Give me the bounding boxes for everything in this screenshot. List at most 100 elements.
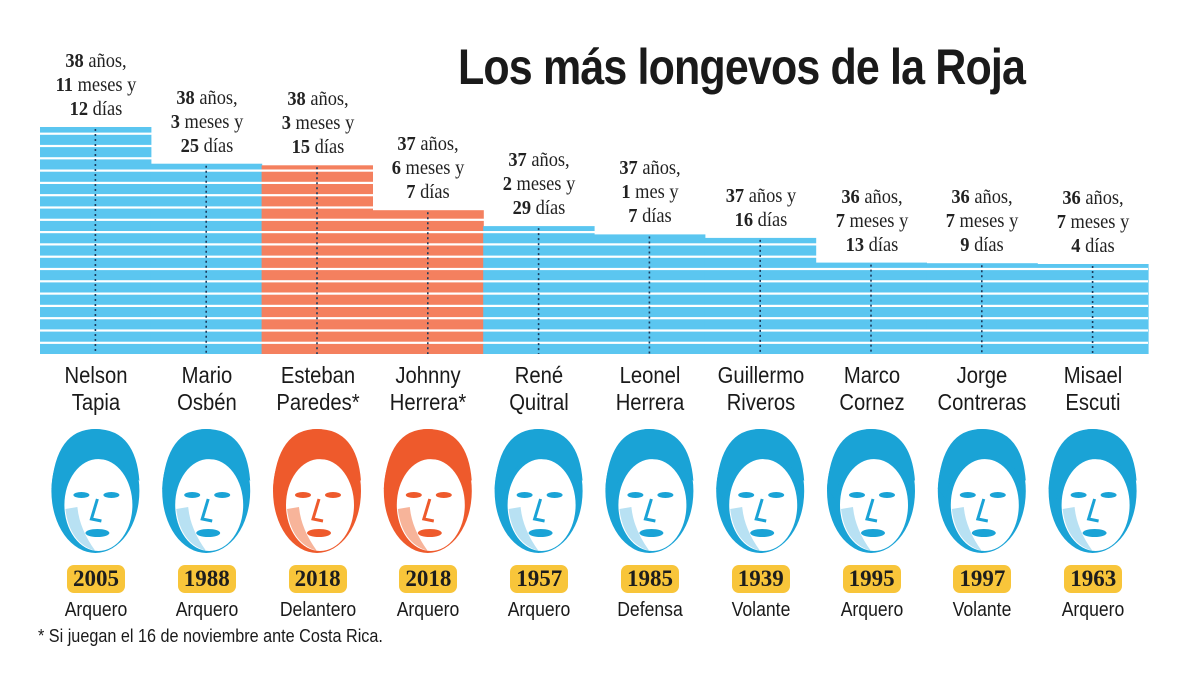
year-badge-text: 1997 <box>953 565 1012 593</box>
year-badge-text: 1988 <box>177 565 236 593</box>
age-number: 7 <box>835 209 845 232</box>
age-label-line: 1 mes y <box>598 180 701 204</box>
age-label-line: 7 meses y <box>1042 210 1145 234</box>
age-number: 37 <box>508 149 527 172</box>
age-number: 29 <box>512 197 532 220</box>
age-unit: días <box>415 181 451 204</box>
age-unit: meses y <box>290 112 354 135</box>
age-label-line: 9 días <box>931 233 1034 257</box>
year-badge-text: 2018 <box>288 565 347 593</box>
year-badge-text: 1963 <box>1064 565 1123 593</box>
age-label-line: 37 años, <box>488 148 591 172</box>
age-unit: días <box>863 233 898 256</box>
portrait-icon <box>494 429 583 553</box>
player-last-name: Contreras <box>937 389 1027 415</box>
player-first-name: Guillermo <box>717 362 805 388</box>
portrait-icon <box>937 429 1026 553</box>
age-label-line: 7 días <box>377 180 480 204</box>
player-last-name: Riveros <box>726 389 796 415</box>
age-unit: días <box>752 208 788 231</box>
bar-stripe <box>40 206 1148 209</box>
player-name: Johnny Herrera* <box>379 362 478 416</box>
age-unit: días <box>88 98 123 120</box>
portrait-icon <box>716 429 805 553</box>
player-name: Jorge Contreras <box>933 362 1032 416</box>
age-unit: días <box>1080 235 1115 257</box>
age-number: 7 <box>628 205 638 228</box>
year-badge: 1995 <box>816 565 928 593</box>
age-label: 38 años, 3 meses y 25 días <box>151 86 263 158</box>
portrait-icon <box>51 429 140 553</box>
age-unit: años, <box>305 88 349 111</box>
age-label: 37 años y 16 días <box>705 184 817 232</box>
portrait-icon <box>273 429 361 553</box>
age-unit: años, <box>83 50 127 72</box>
center-markers <box>94 129 1094 354</box>
player-name: Marco Cornez <box>822 362 921 416</box>
player-name: Leonel Herrera <box>601 362 700 416</box>
player-portraits <box>51 429 1137 553</box>
player-position: Volante <box>731 599 791 621</box>
year-badge: 2018 <box>262 565 374 593</box>
year-badge: 1963 <box>1037 565 1149 593</box>
player-position: Delantero <box>279 599 356 621</box>
bar-stripe <box>40 329 1148 332</box>
bar-stripe <box>40 157 1148 160</box>
age-unit: días <box>198 134 234 157</box>
bar-stripe <box>40 267 1148 271</box>
age-label-line: 13 días <box>820 233 923 257</box>
age-label: 38 años, 11 meses y 12 días <box>40 49 152 121</box>
player-name: René Quitral <box>490 362 589 416</box>
year-badge: 2005 <box>40 565 152 593</box>
age-number: 38 <box>65 50 84 72</box>
age-unit: días <box>309 136 344 159</box>
age-number: 2 <box>502 173 513 196</box>
bar-stripe <box>40 194 1148 197</box>
age-number: 12 <box>69 98 89 120</box>
bar-stripes <box>40 120 1148 344</box>
age-number: 6 <box>392 157 402 180</box>
age-label-line: 36 años, <box>931 185 1034 209</box>
age-label-line: 7 días <box>598 204 701 228</box>
portrait-icon <box>1048 429 1137 553</box>
age-number: 15 <box>291 136 310 159</box>
portrait-icon <box>827 429 915 553</box>
age-number: 37 <box>619 157 638 180</box>
age-label-line: 36 años, <box>1042 186 1145 210</box>
player-position: Arquero <box>507 599 571 621</box>
age-label: 36 años, 7 meses y 13 días <box>816 185 928 257</box>
player-position: Arquero <box>397 599 460 621</box>
year-badge-text: 1985 <box>621 565 679 593</box>
player-first-name: Mario <box>181 362 233 388</box>
age-unit: años, <box>416 133 460 156</box>
age-unit: mes y <box>630 181 679 204</box>
age-number: 36 <box>840 185 860 208</box>
age-label-line: 25 días <box>155 134 258 158</box>
age-number: 25 <box>180 134 199 157</box>
age-label-line: 15 días <box>266 135 369 159</box>
player-first-name: Misael <box>1063 362 1123 388</box>
age-unit: meses y <box>512 173 576 196</box>
bar-stripe <box>40 341 1148 344</box>
player-name: Mario Osbén <box>158 362 257 416</box>
age-number: 9 <box>960 234 970 257</box>
age-number: 38 <box>286 88 306 111</box>
player-last-name: Escuti <box>1065 389 1121 415</box>
age-label: 37 años, 2 meses y 29 días <box>483 148 595 220</box>
bar-stripe <box>40 169 1148 172</box>
age-number: 4 <box>1071 235 1081 257</box>
bar-stripe <box>40 218 1148 221</box>
bar-stripe <box>40 181 1148 184</box>
player-first-name: Leonel <box>619 362 681 388</box>
year-badge: 2018 <box>372 565 484 593</box>
age-unit: años, <box>526 149 570 172</box>
player-last-name: Osbén <box>176 389 237 415</box>
age-unit: días <box>531 197 566 220</box>
player-last-name: Quitral <box>509 389 569 415</box>
age-label-line: 38 años, <box>155 86 258 110</box>
bar-stripe <box>40 231 1148 234</box>
age-label-line: 12 días <box>44 97 147 121</box>
